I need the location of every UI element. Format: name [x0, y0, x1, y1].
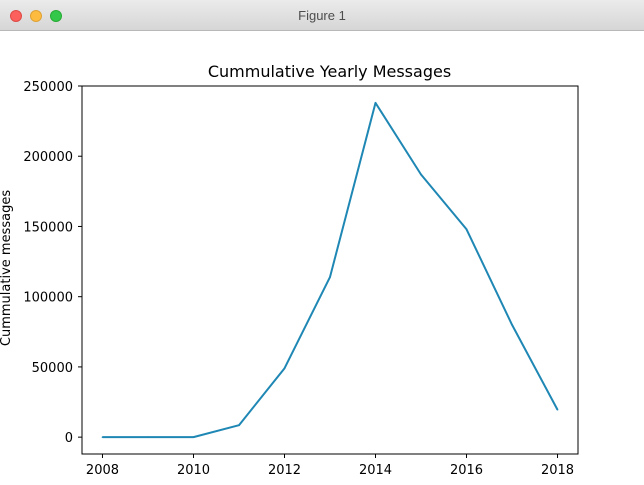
data-point [556, 408, 559, 411]
line-chart: Cummulative Yearly Messages Cummulative … [0, 62, 579, 478]
y-tick-label: 50000 [32, 361, 73, 376]
x-tick-label: 2014 [359, 463, 392, 478]
y-axis-label: Cummulative messages [0, 190, 14, 346]
data-point [329, 276, 331, 278]
x-tick-label: 2008 [86, 463, 119, 478]
data-point [238, 424, 240, 427]
figure-canvas: Cummulative Yearly Messages Cummulative … [0, 31, 644, 481]
data-point [465, 228, 468, 231]
data-point [192, 436, 195, 438]
x-tick-label: 2010 [177, 463, 210, 478]
y-tick-label: 150000 [23, 220, 73, 235]
series-line [102, 101, 559, 439]
data-point [101, 436, 104, 438]
data-point [420, 173, 422, 176]
y-tick-label: 0 [65, 431, 73, 446]
x-tick-label: 2018 [541, 463, 574, 478]
x-tick-label: 2016 [450, 463, 483, 478]
data-point [374, 102, 377, 104]
data-point [511, 323, 513, 326]
minimize-window-icon[interactable] [30, 10, 42, 22]
data-point [283, 367, 286, 370]
data-point [147, 436, 149, 438]
x-tick-label: 2012 [268, 463, 301, 478]
window-titlebar: Figure 1 [0, 0, 644, 31]
y-tick-label: 200000 [23, 150, 73, 165]
zoom-window-icon[interactable] [50, 10, 62, 22]
close-window-icon[interactable] [10, 10, 22, 22]
plot-area-frame [81, 85, 579, 455]
y-tick-label: 250000 [23, 80, 73, 95]
y-tick-label: 100000 [23, 291, 73, 306]
window-title: Figure 1 [298, 8, 346, 23]
chart-title: Cummulative Yearly Messages [208, 62, 451, 81]
